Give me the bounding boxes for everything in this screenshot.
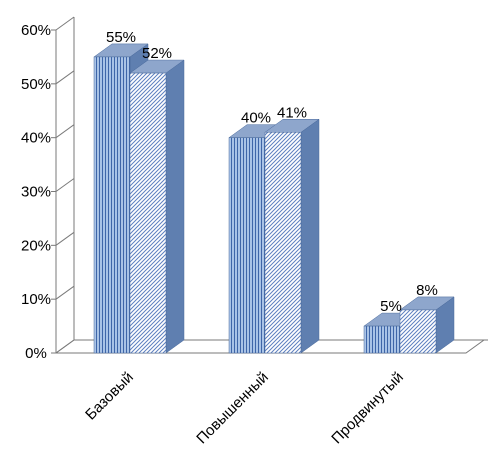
- y-tick-label: 10%: [21, 291, 51, 308]
- y-tick-diagonal: [55, 231, 75, 246]
- chart-bars: [93, 43, 455, 354]
- data-label: 8%: [416, 282, 438, 299]
- data-label: 41%: [277, 104, 307, 121]
- bar-front-face: [264, 132, 302, 354]
- y-tick-diagonal: [55, 339, 75, 354]
- y-tick-diagonal: [55, 124, 75, 139]
- data-label: 5%: [380, 298, 402, 315]
- x-category-label: Базовый: [82, 369, 137, 424]
- y-tick-label: 50%: [21, 76, 51, 93]
- bar: [129, 59, 185, 354]
- y-tick-diagonal: [55, 178, 75, 192]
- bar: [264, 118, 320, 354]
- bar-front-face: [93, 56, 131, 354]
- y-tick-label: 30%: [21, 184, 51, 201]
- y-tick-label: 40%: [21, 130, 51, 147]
- bar-side-face: [300, 118, 320, 354]
- bar-front-face: [399, 309, 437, 354]
- y-tick-diagonal: [55, 285, 75, 300]
- y-tick-diagonal: [55, 70, 75, 85]
- data-label: 40%: [241, 110, 271, 127]
- x-category-label: Повышенный: [193, 369, 271, 447]
- y-tick-label: 60%: [21, 22, 51, 39]
- y-tick-diagonal: [55, 16, 75, 31]
- data-label: 52%: [142, 45, 172, 62]
- y-tick-label: 20%: [21, 237, 51, 254]
- x-category-label: Продвинутый: [328, 369, 407, 448]
- bar-side-face: [165, 59, 185, 354]
- bar-front-face: [129, 72, 167, 354]
- bar-front-face: [363, 325, 401, 354]
- bar-front-face: [228, 137, 266, 354]
- bar: [399, 296, 455, 354]
- y-tick-label: 0%: [25, 345, 47, 362]
- data-label: 55%: [106, 29, 136, 46]
- chart-axes: 0% 10% 20% 30% 40% 50% 60%: [21, 16, 488, 362]
